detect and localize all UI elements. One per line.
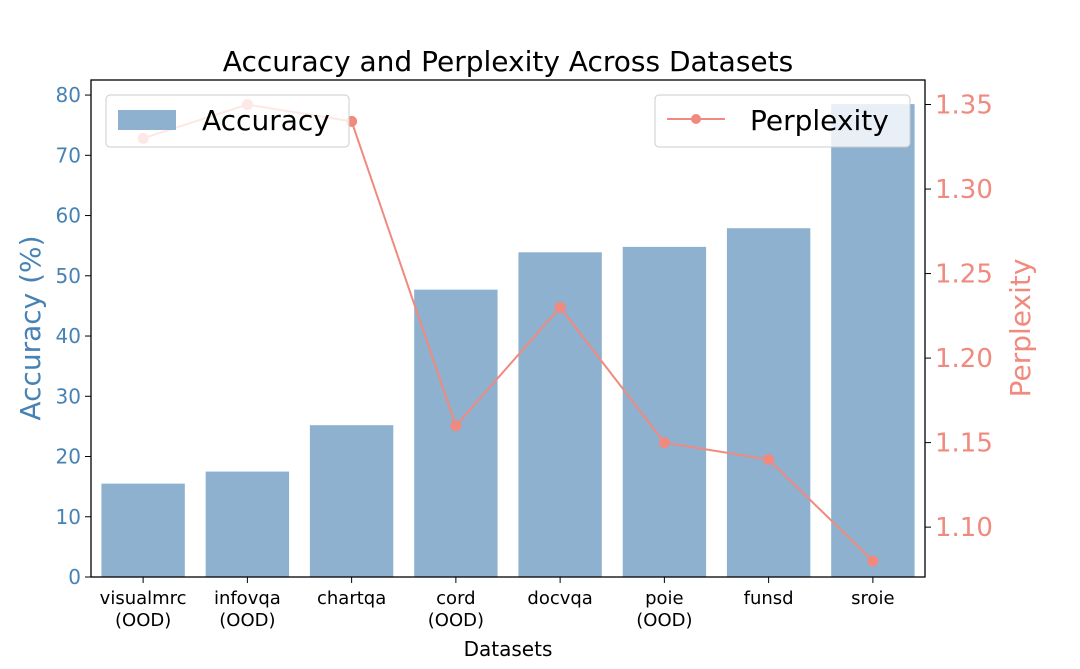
legend-box	[105, 94, 350, 148]
left-y-axis-label: Accuracy (%)	[14, 235, 47, 420]
right-tick-label: 1.10	[935, 513, 993, 543]
x-tick-label: sroie	[851, 588, 894, 609]
chart-title: Accuracy and Perplexity Across Datasets	[223, 45, 793, 78]
legend-perplexity: Perplexity	[654, 94, 911, 148]
x-tick-label: (OOD)	[636, 610, 692, 631]
legend-perplexity-marker	[691, 114, 701, 124]
bar-sroie	[831, 104, 915, 577]
perplexity-point-docvqa	[554, 301, 566, 313]
x-tick-label: infovqa	[214, 588, 281, 609]
x-tick-label: poie	[645, 588, 684, 609]
plot-area	[101, 99, 915, 578]
bar-poie	[622, 246, 707, 577]
x-tick-label: funsd	[744, 588, 794, 609]
x-tick-label: (OOD)	[115, 610, 171, 631]
left-tick-label: 60	[56, 204, 81, 228]
legend-box	[654, 94, 911, 148]
legend-accuracy-swatch	[118, 110, 176, 130]
x-tick-label: (OOD)	[428, 610, 484, 631]
bar-chartqa	[309, 425, 394, 577]
x-axis: visualmrc(OOD)infovqa(OOD)chartqa cord(OO…	[100, 577, 895, 631]
x-tick-label: chartqa	[317, 588, 386, 609]
right-tick-label: 1.35	[935, 91, 993, 121]
left-tick-label: 20	[56, 445, 81, 469]
x-tick-label: (OOD)	[219, 610, 275, 631]
bar-cord	[414, 289, 498, 577]
right-tick-label: 1.20	[935, 344, 993, 374]
plot-frame	[90, 79, 926, 578]
bar-funsd	[726, 228, 811, 578]
right-y-axis-label: Perplexity	[1004, 259, 1037, 398]
perplexity-point-cord	[450, 420, 462, 432]
left-tick-label: 70	[56, 143, 81, 167]
perplexity-point-sroie	[867, 555, 879, 567]
legend-accuracy-label: Accuracy	[202, 104, 330, 137]
perplexity-point-funsd	[763, 454, 775, 466]
bar-docvqa	[518, 252, 602, 577]
legend-perplexity-label: Perplexity	[750, 104, 889, 137]
bar-visualmrc	[101, 483, 185, 577]
x-axis-label: Datasets	[464, 637, 553, 661]
x-tick-label: visualmrc	[100, 588, 187, 609]
x-tick-label: docvqa	[527, 588, 592, 609]
left-tick-label: 30	[56, 384, 81, 408]
right-tick-label: 1.15	[935, 429, 993, 459]
x-tick-label: cord	[436, 588, 475, 609]
right-tick-label: 1.30	[935, 175, 993, 205]
left-tick-label: 50	[56, 264, 81, 288]
perplexity-point-poie	[658, 437, 670, 449]
left-tick-label: 80	[56, 83, 81, 107]
left-tick-label: 10	[56, 505, 81, 529]
bar-infovqa	[205, 471, 290, 577]
left-tick-label: 40	[56, 324, 81, 348]
legend-accuracy: Accuracy	[105, 94, 350, 148]
left-tick-label: 0	[68, 565, 81, 589]
right-tick-label: 1.25	[935, 260, 993, 290]
right-y-axis: 1.10 1.15 1.20 1.25 1.30 1.35	[925, 91, 993, 543]
left-y-axis: 0 10 20 30 40 50 60 70 80	[56, 83, 91, 589]
